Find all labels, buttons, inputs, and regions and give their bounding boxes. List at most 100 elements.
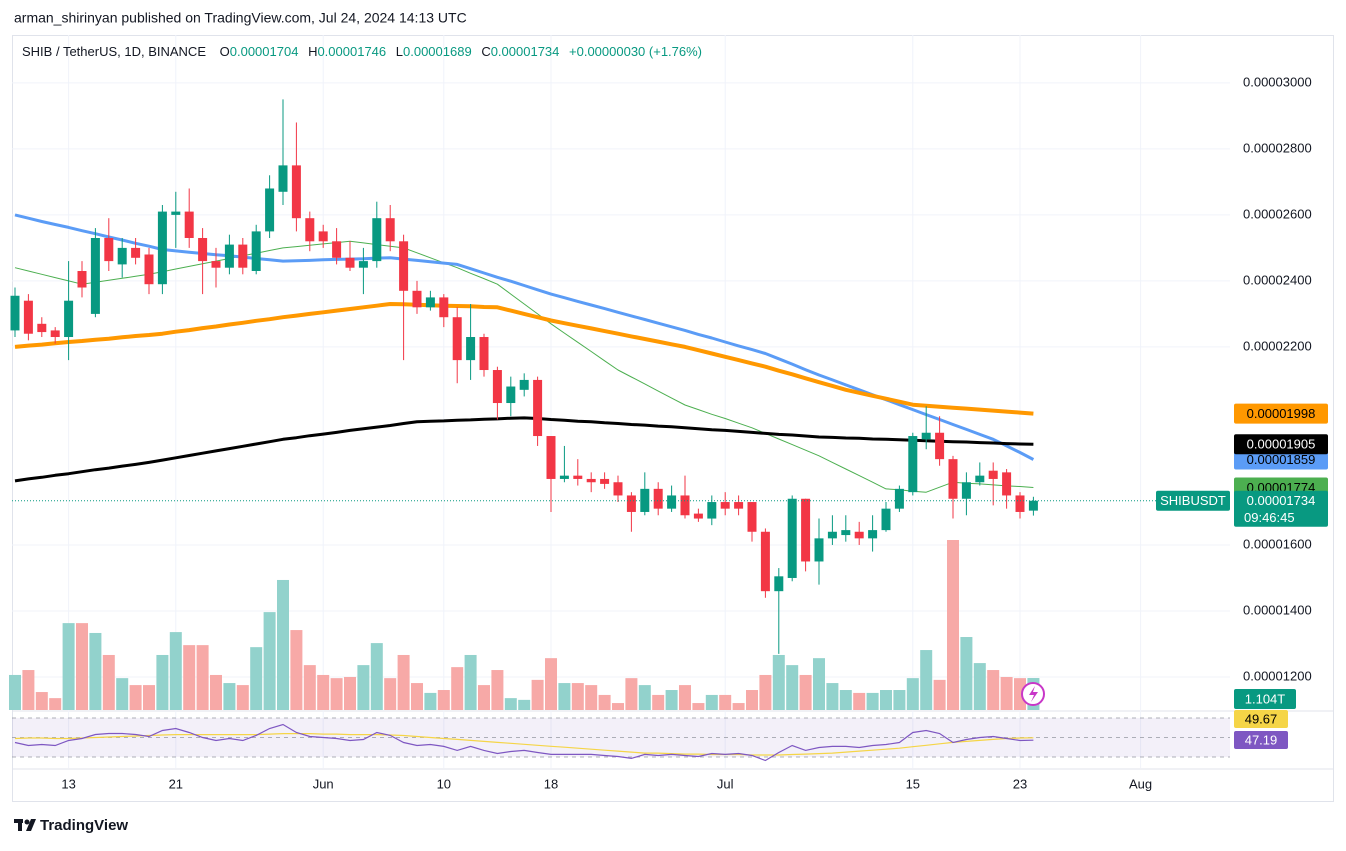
volume-bar bbox=[89, 632, 102, 710]
volume-bar bbox=[464, 654, 477, 710]
volume-bar bbox=[424, 692, 437, 710]
ticker-tag: SHIBUSDT bbox=[1160, 493, 1226, 508]
moving-average bbox=[14, 302, 1034, 416]
ma-label-box bbox=[1234, 403, 1328, 424]
candle-body bbox=[492, 370, 502, 404]
volume-bar bbox=[719, 694, 732, 710]
logo-slash bbox=[26, 819, 36, 831]
volume-bar bbox=[250, 647, 263, 710]
volume-bar bbox=[411, 683, 423, 710]
rsi-line bbox=[14, 723, 1034, 762]
candle-body bbox=[707, 502, 717, 519]
candle-body bbox=[452, 317, 462, 361]
ma-label-box bbox=[1234, 434, 1328, 455]
volume-bar bbox=[9, 674, 21, 710]
rsi-ma-label-box bbox=[1234, 710, 1288, 728]
candle-body bbox=[854, 531, 864, 539]
rsi-ma-label: 49.67 bbox=[1245, 711, 1278, 726]
candle-body bbox=[117, 247, 127, 265]
volume-bar bbox=[746, 690, 758, 710]
candle-body bbox=[680, 495, 690, 516]
candle-body bbox=[894, 488, 904, 509]
volume-bar bbox=[558, 683, 571, 710]
volume-bar bbox=[210, 674, 222, 710]
candle-body bbox=[827, 531, 837, 539]
volume-bar bbox=[933, 679, 946, 710]
low-value: 0.00001689 bbox=[403, 44, 472, 59]
symbol: SHIB / TetherUS, 1D, BINANCE bbox=[22, 44, 206, 59]
volume-bar bbox=[397, 654, 410, 710]
volume-bar bbox=[987, 670, 1000, 710]
change: +0.00000030 (+1.76%) bbox=[569, 44, 702, 59]
y-tick-label: 0.00002600 bbox=[1243, 206, 1312, 221]
candle-body bbox=[10, 295, 20, 331]
volume-bar bbox=[102, 654, 115, 710]
candle-body bbox=[171, 211, 181, 215]
volume-bar bbox=[813, 658, 825, 710]
volume-bar bbox=[625, 678, 638, 710]
volume-bar bbox=[143, 685, 155, 710]
legend-line: SHIB / TetherUS, 1D, BINANCE O0.00001704… bbox=[22, 44, 702, 59]
candle-body bbox=[814, 538, 824, 562]
alert-bolt bbox=[1029, 686, 1038, 702]
candle-body bbox=[184, 211, 194, 238]
volume-bar bbox=[317, 674, 330, 710]
candle-body bbox=[466, 337, 476, 361]
x-tick-label: 13 bbox=[61, 776, 75, 791]
candle-body bbox=[412, 290, 422, 308]
candle-body bbox=[23, 300, 33, 334]
rsi-label-box bbox=[1234, 731, 1288, 749]
candle-body bbox=[385, 218, 395, 242]
volume-bar bbox=[545, 658, 557, 710]
volume-bar bbox=[1014, 678, 1026, 710]
high-label: H bbox=[308, 44, 317, 59]
moving-average bbox=[14, 240, 1034, 493]
candle-body bbox=[921, 432, 931, 440]
candle-body bbox=[345, 257, 355, 268]
volume-bar bbox=[491, 670, 504, 710]
candle-body bbox=[626, 495, 636, 512]
volume-bar bbox=[370, 643, 383, 710]
volume-bar bbox=[652, 694, 665, 710]
moving-average bbox=[14, 213, 1035, 461]
volume-bar bbox=[169, 632, 182, 710]
y-tick-label: 0.00001200 bbox=[1243, 668, 1312, 683]
candle-body bbox=[600, 478, 610, 484]
rsi-label: 47.19 bbox=[1245, 732, 1278, 747]
candle-body bbox=[506, 386, 516, 404]
frame bbox=[12, 35, 1334, 802]
volume-bar bbox=[330, 678, 343, 710]
candle-body bbox=[372, 218, 382, 262]
close-label: C bbox=[481, 44, 490, 59]
candle-body bbox=[787, 498, 797, 578]
volume-bar bbox=[585, 685, 598, 710]
ticker-tag-box bbox=[1156, 490, 1230, 511]
candle-body bbox=[908, 436, 918, 493]
candle-body bbox=[747, 502, 757, 532]
y-tick-label: 0.00001400 bbox=[1243, 602, 1312, 617]
volume-bar bbox=[906, 678, 919, 710]
open-value: 0.00001704 bbox=[230, 44, 299, 59]
high-value: 0.00001746 bbox=[317, 44, 386, 59]
candle-body bbox=[358, 261, 368, 268]
volume-bar bbox=[531, 679, 544, 710]
candle-body bbox=[693, 513, 703, 519]
volume-bar bbox=[183, 645, 196, 710]
moving-average bbox=[14, 416, 1034, 483]
candle-body bbox=[265, 188, 275, 232]
logo-stem bbox=[18, 819, 22, 831]
candle-body bbox=[399, 241, 409, 291]
candle-body bbox=[318, 231, 328, 242]
x-tick-label: Jul bbox=[717, 776, 734, 791]
candle-body bbox=[198, 237, 208, 262]
volume-bar bbox=[223, 683, 236, 710]
x-tick-label: 15 bbox=[906, 776, 920, 791]
volume-bar bbox=[49, 698, 62, 710]
candle-body bbox=[961, 482, 971, 499]
close-value: 0.00001734 bbox=[491, 44, 560, 59]
volume-bar bbox=[277, 579, 289, 710]
candle-body bbox=[37, 323, 47, 333]
volume-bar bbox=[156, 654, 169, 710]
